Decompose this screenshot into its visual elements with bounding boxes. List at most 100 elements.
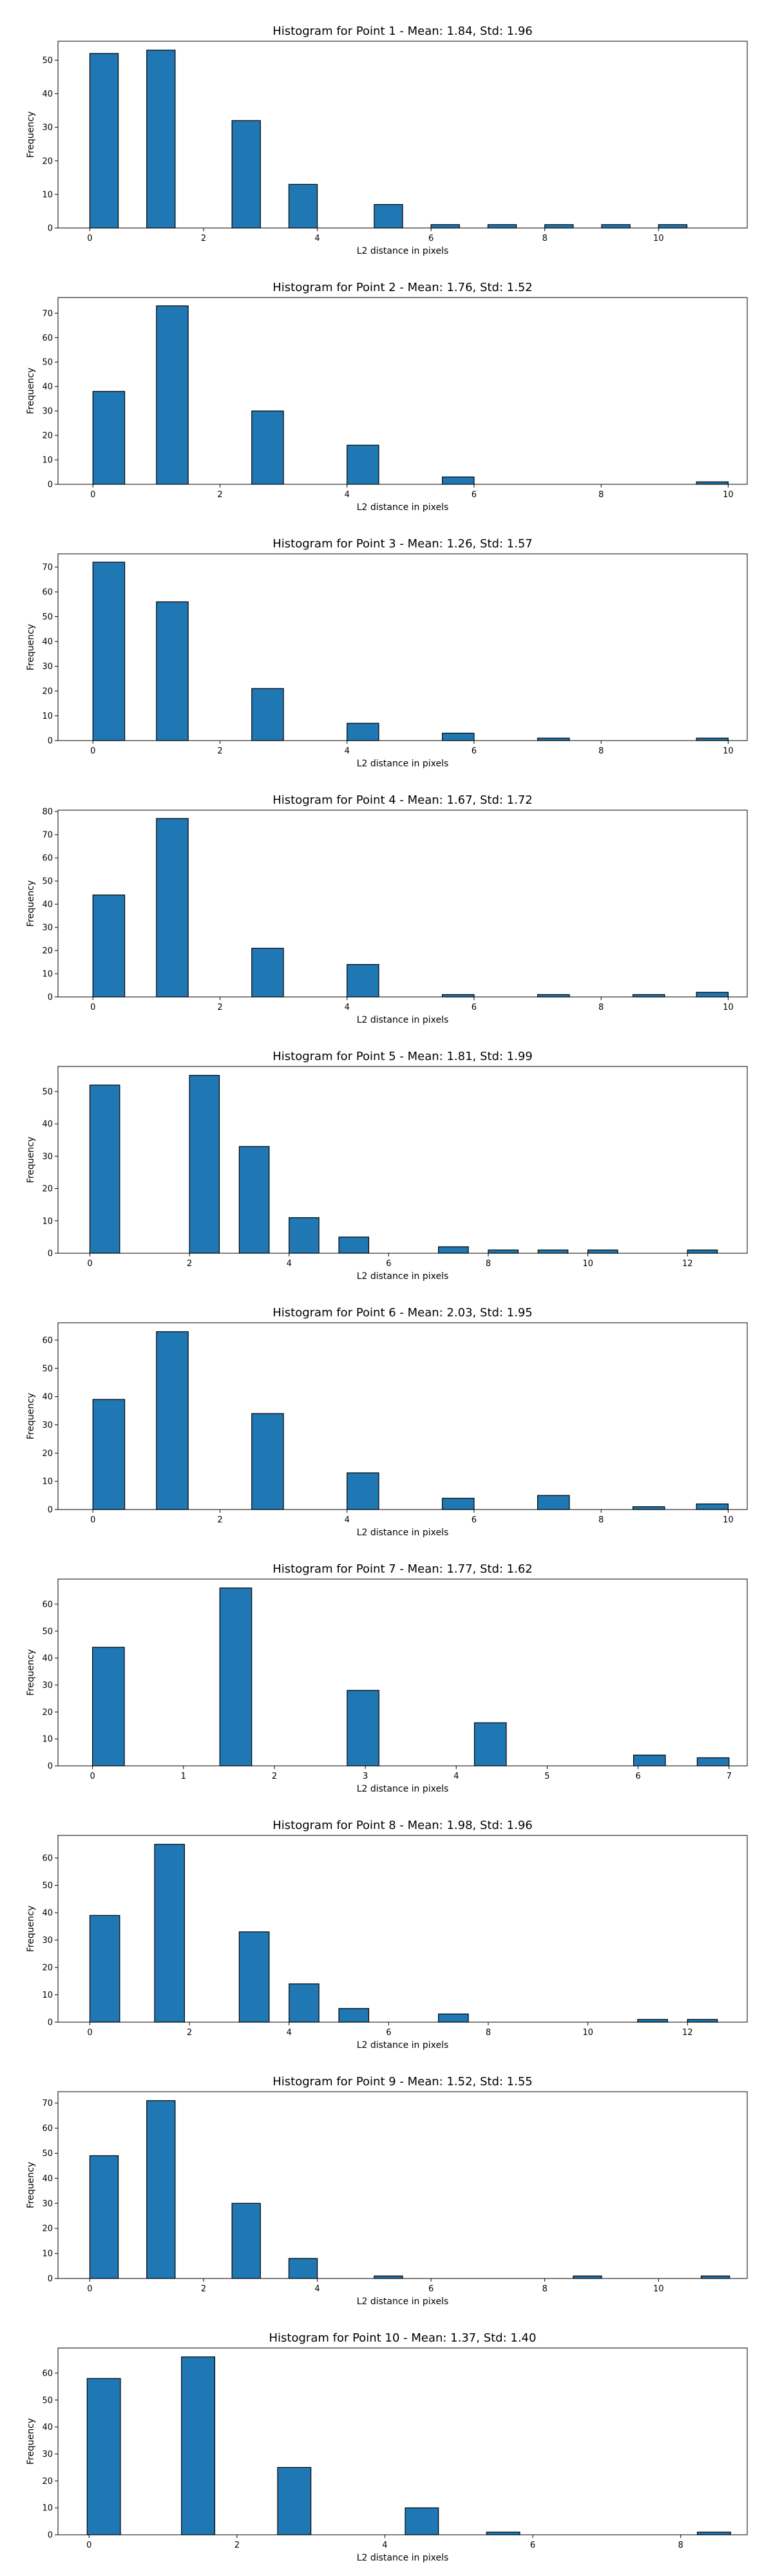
x-tick-label: 6: [472, 1515, 477, 1525]
histogram-bar: [632, 994, 665, 998]
y-tick-label: 80: [42, 808, 53, 817]
x-tick-label: 4: [345, 490, 350, 500]
histogram-bar: [696, 737, 729, 741]
x-tick-label: 0: [87, 1259, 92, 1269]
y-axis-label: Frequency: [26, 1393, 36, 1439]
x-tick-label: 10: [723, 1003, 734, 1012]
x-tick-label: 10: [723, 1515, 734, 1525]
y-tick-label: 60: [42, 334, 53, 343]
y-tick-label: 0: [48, 480, 53, 490]
y-tick-label: 20: [42, 2224, 53, 2234]
y-tick-label: 40: [42, 638, 53, 647]
histogram-bar: [487, 224, 517, 229]
plot-frame: [57, 2347, 748, 2535]
histogram-bar: [92, 895, 126, 998]
x-tick-label: 4: [287, 1259, 292, 1269]
x-tick-label: 0: [90, 1772, 95, 1781]
histogram-bar: [89, 2155, 119, 2279]
x-tick-label: 6: [428, 2284, 434, 2294]
x-tick-label: 6: [472, 746, 477, 756]
histogram-bar: [156, 1331, 189, 1510]
x-tick-label: 4: [314, 2284, 320, 2294]
x-tick-label: 8: [598, 1003, 604, 1012]
histogram-bar: [587, 1249, 618, 1254]
histogram-bar: [289, 1217, 320, 1254]
x-tick-label: 6: [530, 2541, 535, 2550]
histogram-bar: [601, 224, 631, 229]
x-tick-label: 8: [598, 1515, 604, 1525]
x-tick-label: 8: [598, 746, 604, 756]
x-tick-label: 4: [453, 1772, 459, 1781]
x-axis-label: L2 distance in pixels: [357, 1528, 449, 1538]
y-tick-label: 0: [48, 737, 53, 746]
plot-frame: [57, 1578, 748, 1766]
y-tick-label: 50: [42, 1627, 53, 1636]
y-tick-label: 10: [42, 1477, 53, 1487]
y-tick-label: 30: [42, 123, 53, 133]
y-tick-label: 20: [42, 2477, 53, 2486]
y-tick-label: 30: [42, 1681, 53, 1690]
histogram-bar: [696, 481, 729, 485]
y-axis-label: Frequency: [26, 1137, 36, 1183]
histogram-bar: [338, 1236, 370, 1254]
histogram-bar: [442, 732, 475, 741]
y-tick-label: 40: [42, 383, 53, 392]
histogram-bar: [544, 224, 574, 229]
y-tick-label: 20: [42, 1449, 53, 1459]
x-tick-label: 8: [598, 490, 604, 500]
x-axis-label: L2 distance in pixels: [357, 759, 449, 769]
histogram-bar: [473, 1722, 507, 1766]
y-tick-label: 10: [42, 970, 53, 980]
plot-frame: [57, 1322, 748, 1510]
x-tick-label: 8: [542, 2284, 548, 2294]
y-tick-label: 50: [42, 1087, 53, 1097]
y-tick-label: 50: [42, 1364, 53, 1374]
y-tick-label: 40: [42, 1654, 53, 1663]
x-tick-label: 2: [217, 1003, 222, 1012]
histogram-bar: [288, 184, 318, 229]
x-tick-label: 7: [727, 1772, 732, 1781]
histogram-bar: [156, 601, 189, 741]
y-tick-label: 60: [42, 1600, 53, 1609]
histogram-bar: [189, 1075, 220, 1254]
y-tick-label: 0: [48, 993, 53, 1003]
histogram-bar: [92, 391, 126, 485]
y-tick-label: 50: [42, 2396, 53, 2405]
y-tick-label: 20: [42, 156, 53, 166]
y-tick-label: 10: [42, 190, 53, 200]
histogram-bar: [92, 562, 126, 741]
y-tick-label: 50: [42, 2149, 53, 2159]
x-axis-label: L2 distance in pixels: [357, 502, 449, 513]
y-tick-label: 30: [42, 407, 53, 417]
chart-panel-9: Histogram for Point 9 - Mean: 1.52, Std:…: [26, 2075, 748, 2307]
chart-title: Histogram for Point 9 - Mean: 1.52, Std:…: [272, 2075, 533, 2088]
y-axis-label: Frequency: [26, 1906, 36, 1952]
histogram-bar: [637, 2019, 668, 2023]
histogram-bar: [573, 2275, 602, 2279]
histogram-bar: [146, 50, 176, 229]
chart-title: Histogram for Point 5 - Mean: 1.81, Std:…: [272, 1050, 533, 1063]
y-tick-label: 30: [42, 1152, 53, 1162]
histogram-bar: [251, 688, 284, 741]
histogram-bar: [154, 1844, 185, 2023]
y-tick-label: 50: [42, 877, 53, 887]
x-tick-label: 8: [486, 1259, 491, 1269]
x-tick-label: 2: [187, 1259, 192, 1269]
y-tick-label: 30: [42, 923, 53, 933]
y-tick-label: 70: [42, 563, 53, 573]
chart-title: Histogram for Point 8 - Mean: 1.98, Std:…: [272, 1819, 533, 1832]
y-tick-label: 0: [48, 1506, 53, 1515]
y-tick-label: 60: [42, 854, 53, 864]
histogram-bar: [181, 2356, 215, 2535]
y-tick-label: 10: [42, 1735, 53, 1745]
histogram-bar: [438, 2013, 469, 2023]
x-tick-label: 10: [653, 2284, 664, 2294]
y-tick-label: 40: [42, 2174, 53, 2184]
y-tick-label: 70: [42, 2099, 53, 2108]
histogram-bar: [700, 2275, 730, 2279]
y-tick-label: 30: [42, 2199, 53, 2209]
x-axis-label: L2 distance in pixels: [357, 1784, 449, 1794]
x-tick-label: 10: [723, 490, 734, 500]
histogram-bar: [289, 1983, 320, 2023]
